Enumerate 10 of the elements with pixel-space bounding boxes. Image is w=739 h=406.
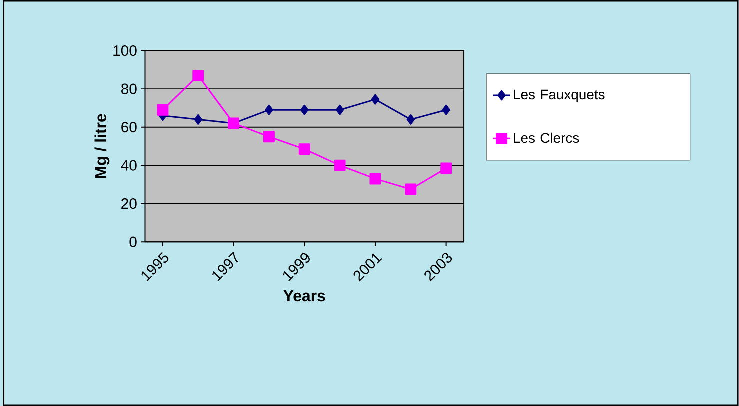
y-tick-label: 40 xyxy=(121,160,137,171)
y-tick-label: 100 xyxy=(114,45,137,56)
x-axis-title: Years xyxy=(284,290,326,302)
y-tick-label: 60 xyxy=(122,122,137,132)
y-axis-title: Mg / litre xyxy=(94,114,110,178)
legend-label: Les Fauxquets xyxy=(514,90,605,102)
y-tick-label: 80 xyxy=(122,84,137,94)
y-tick-label: 20 xyxy=(122,198,137,209)
legend-label: Les Clercs xyxy=(514,132,580,143)
y-tick-label: 0 xyxy=(130,236,137,248)
